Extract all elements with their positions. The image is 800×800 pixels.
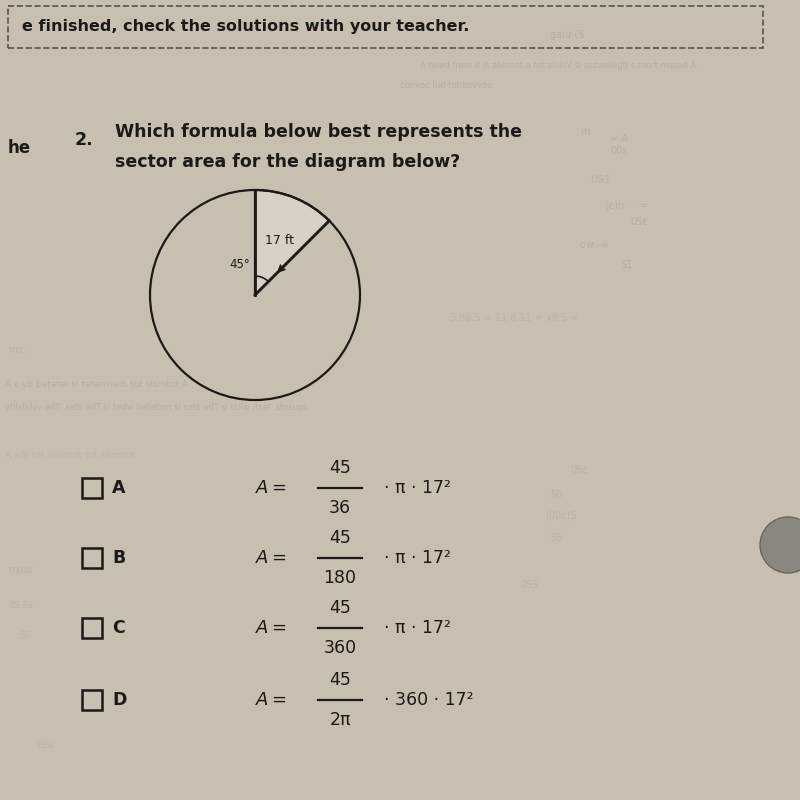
Text: A: A: [112, 479, 126, 497]
Text: C: C: [112, 619, 125, 637]
Text: 0Sε: 0Sε: [630, 217, 648, 227]
Text: 1SSε: 1SSε: [35, 741, 55, 750]
Circle shape: [760, 517, 800, 573]
Text: 05ε: 05ε: [570, 465, 588, 475]
Text: S0: S0: [550, 490, 562, 500]
Text: $A =$: $A =$: [255, 479, 287, 497]
Text: $A =$: $A =$: [255, 691, 287, 709]
Text: = A
00ε: = A 00ε: [610, 134, 628, 156]
Text: he: he: [8, 139, 31, 157]
Text: 45: 45: [329, 599, 351, 617]
Text: ow -≈: ow -≈: [580, 240, 609, 250]
Text: convoc lud tot bsvvoo: convoc lud tot bsvvoo: [400, 81, 493, 90]
Text: moor: moor: [8, 565, 34, 575]
Text: ytilsbiIsv ədT .səts ədT si tədw bətətsm si sots ədT si tsilw ,tsəl ,stosups: ytilsbiIsv ədT .səts ədT si tədw bətətsm…: [5, 403, 308, 413]
Text: A ε yb bətətəi si tətəmsəib tot slsmtot A: A ε yb bətətəi si tətəmsəib tot slsmtot …: [5, 381, 188, 390]
Text: 180: 180: [323, 569, 357, 587]
Text: $A =$: $A =$: [255, 549, 287, 567]
Text: A ədt tot slumtot tot slumtot: A ədt tot slumtot tot slumtot: [5, 450, 135, 459]
Text: SS: SS: [550, 533, 562, 543]
Text: 0SS: 0SS: [520, 580, 538, 590]
Bar: [82, 618, 102, 638]
Text: 0S.Sε: 0S.Sε: [8, 601, 33, 610]
Text: B: B: [112, 549, 126, 567]
Text: 45°: 45°: [230, 258, 250, 271]
Text: e finished, check the solutions with your teacher.: e finished, check the solutions with you…: [22, 19, 470, 34]
Text: gaiu (S: gaiu (S: [550, 30, 584, 40]
Text: m: m: [580, 127, 590, 137]
Text: · π · 17²: · π · 17²: [384, 619, 451, 637]
Bar: [82, 478, 102, 498]
Text: A need from it is alusnot a tot sloisV si sszuoliiigtl s.mort mssad A: A need from it is alusnot a tot sloisV s…: [420, 61, 696, 70]
Wedge shape: [255, 190, 330, 295]
Text: · π · 17²: · π · 17²: [384, 549, 451, 567]
Text: D: D: [112, 691, 126, 709]
Text: $A =$: $A =$: [255, 619, 287, 637]
Text: 17 ft: 17 ft: [265, 234, 294, 246]
Text: S1: S1: [620, 260, 632, 270]
Text: 36: 36: [329, 499, 351, 517]
Text: · 360 · 17²: · 360 · 17²: [384, 691, 474, 709]
Text: 2π: 2π: [330, 711, 350, 729]
Text: (c)n  ·  =: (c)n · =: [605, 200, 651, 210]
Text: 360: 360: [323, 639, 357, 657]
Text: 2.: 2.: [75, 131, 94, 149]
Text: 45: 45: [329, 671, 351, 689]
Bar: [82, 690, 102, 710]
Text: Which formula below best represents the: Which formula below best represents the: [115, 123, 522, 141]
Text: sector area for the diagram below?: sector area for the diagram below?: [115, 153, 460, 171]
Text: 45: 45: [329, 529, 351, 547]
Bar: [82, 548, 102, 568]
Text: 3.88.S = 11 8.11 = x8.S =: 3.88.S = 11 8.11 = x8.S =: [450, 313, 578, 323]
Text: 0S1: 0S1: [590, 175, 611, 185]
Text: · π · 17²: · π · 17²: [384, 479, 451, 497]
Text: SS: SS: [20, 630, 30, 639]
Text: rrrc: rrrc: [8, 345, 25, 355]
Text: 45: 45: [329, 459, 351, 477]
Text: (00ε)S: (00ε)S: [545, 510, 576, 520]
